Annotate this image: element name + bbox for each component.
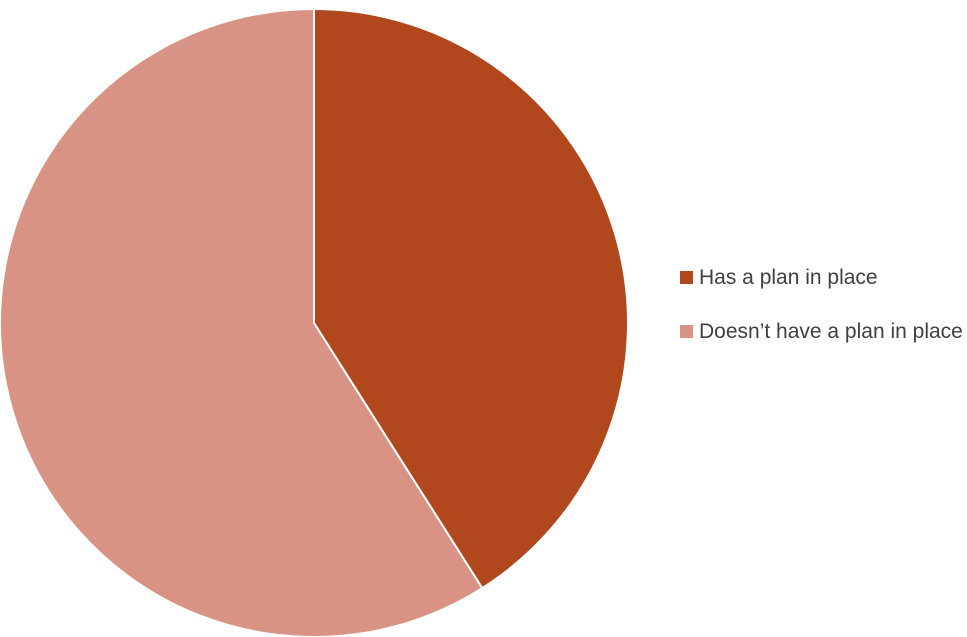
legend-label-has-plan: Has a plan in place xyxy=(699,266,878,289)
pie-slices xyxy=(0,7,629,637)
legend-swatch-has-plan xyxy=(680,271,693,284)
legend-item-has-plan: Has a plan in place xyxy=(680,262,965,294)
legend-swatch-no-plan xyxy=(680,325,693,338)
legend-item-no-plan: Doesn’t have a plan in place xyxy=(680,316,965,348)
pie-slice-has-plan xyxy=(313,7,629,590)
chart-legend: Has a plan in place Doesn’t have a plan … xyxy=(680,262,965,370)
legend-label-no-plan: Doesn’t have a plan in place xyxy=(699,320,963,343)
